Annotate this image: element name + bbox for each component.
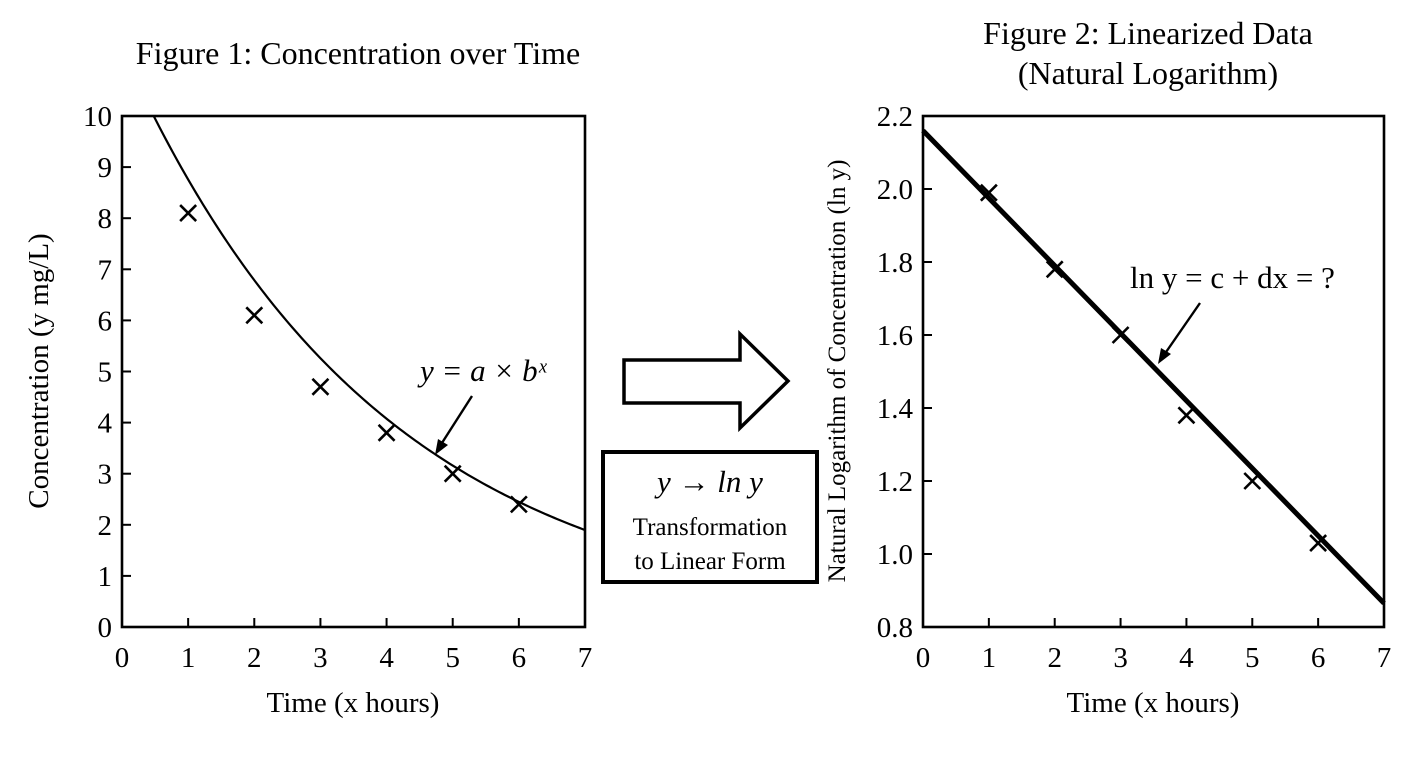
transformation-arrow-icon <box>622 329 791 433</box>
fig1-x-tick-label: 3 <box>313 642 328 674</box>
fig1-data-point-x-marker <box>245 306 264 325</box>
fig2-x-tick-label: 5 <box>1245 642 1260 674</box>
fig1-y-tick-label: 1 <box>98 561 113 593</box>
fig2-x-tick-label: 6 <box>1311 642 1326 674</box>
fig2-y-tick-label: 1.2 <box>877 466 913 498</box>
fig1-y-tick-label: 3 <box>98 459 113 491</box>
fig2-x-tick-label: 1 <box>982 642 997 674</box>
figure2-data-points <box>979 183 1328 552</box>
figure1-x-ticks: 0 1 2 3 4 5 6 7 <box>115 618 593 674</box>
fig2-x-tick-label: 2 <box>1047 642 1062 674</box>
figure2-title-line2: (Natural Logarithm) <box>1018 55 1278 91</box>
fig1-y-tick-label: 5 <box>98 357 113 389</box>
figure2-plot-frame <box>921 114 1386 629</box>
fig2-data-point-x-marker <box>1045 260 1064 279</box>
figure1-fit-curve <box>152 115 586 532</box>
figure1-equation: y = a × bˣ <box>417 353 548 388</box>
figure2-title-line1: Figure 2: Linearized Data <box>983 15 1313 51</box>
fig2-y-tick-label: 2.2 <box>877 101 913 133</box>
fig1-data-point-x-marker <box>377 423 396 442</box>
fig2-y-tick-label: 1.4 <box>877 393 914 425</box>
fig2-y-tick-label: 0.8 <box>877 612 913 644</box>
transformation-equation: y → ln y <box>654 464 763 499</box>
fig1-data-point-x-marker <box>509 495 528 514</box>
transformation-caption-line1: Transformation <box>633 514 788 541</box>
fig2-data-point-x-marker <box>1177 406 1196 425</box>
transformation-box: y → ln y Transformation to Linear Form <box>601 450 819 584</box>
fig1-data-point-x-marker <box>443 464 462 483</box>
figure1-plot-frame <box>120 114 587 629</box>
fig1-x-tick-label: 6 <box>512 642 527 674</box>
fig2-y-tick-label: 2.0 <box>877 174 913 206</box>
figure2-y-ticks: 0.8 1.0 1.2 1.4 1.6 1.8 2.0 2.2 <box>877 101 932 644</box>
fig1-x-tick-label: 7 <box>578 642 593 674</box>
figure2-equation: ln y = c + dx = ? <box>1130 260 1335 295</box>
figure1-title: Figure 1: Concentration over Time <box>136 35 580 71</box>
fig2-data-point-x-marker <box>1111 326 1130 344</box>
fig2-data-point-x-marker <box>979 183 998 202</box>
fig2-data-point-x-marker <box>1243 472 1262 490</box>
figure2-x-axis-label: Time (x hours) <box>1067 687 1240 719</box>
fig1-y-tick-label: 2 <box>98 510 113 542</box>
figure2-y-axis-label: Natural Logarithm of Concentration (ln y… <box>824 160 851 583</box>
fig1-y-tick-label: 10 <box>83 101 112 133</box>
figure2-equation-pointer-arrow <box>1158 302 1201 364</box>
fig1-y-tick-label: 0 <box>98 612 113 644</box>
fig1-data-point-x-marker <box>179 204 198 223</box>
fig1-x-tick-label: 0 <box>115 642 130 674</box>
fig1-x-tick-label: 5 <box>445 642 460 674</box>
fig1-x-tick-label: 1 <box>181 642 196 674</box>
figure2-fit-line <box>921 128 1386 606</box>
fig2-y-tick-label: 1.0 <box>877 539 913 571</box>
fig2-data-point-x-marker <box>1309 534 1328 552</box>
fig1-y-tick-label: 4 <box>98 408 113 440</box>
fig2-y-tick-label: 1.8 <box>877 247 913 279</box>
fig2-x-tick-label: 3 <box>1113 642 1128 674</box>
fig1-data-point-x-marker <box>311 377 330 396</box>
fig1-x-tick-label: 2 <box>247 642 262 674</box>
figure1-y-axis-label: Concentration (y mg/L) <box>23 233 55 508</box>
figure1-equation-pointer-arrow <box>435 395 474 455</box>
fig2-x-tick-label: 0 <box>916 642 931 674</box>
figure1-data-points <box>179 204 528 514</box>
fig2-y-tick-label: 1.6 <box>877 320 913 352</box>
fig1-y-tick-label: 9 <box>98 152 113 184</box>
fig1-y-tick-label: 6 <box>98 305 113 337</box>
transformation-caption-line2: to Linear Form <box>634 548 786 575</box>
fig1-y-tick-label: 7 <box>98 254 113 286</box>
figure1-x-axis-label: Time (x hours) <box>267 687 440 719</box>
fig1-y-tick-label: 8 <box>98 203 113 235</box>
figure1-y-ticks: 0 1 2 3 4 5 6 7 8 9 10 <box>83 101 131 644</box>
fig1-x-tick-label: 4 <box>379 642 394 674</box>
fig2-x-tick-label: 4 <box>1179 642 1194 674</box>
fig2-x-tick-label: 7 <box>1377 642 1392 674</box>
figure2-chart: 0.8 1.0 1.2 1.4 1.6 1.8 2.0 2.2 0 1 2 3 4 5 6 7 <box>877 101 1392 674</box>
figure1-chart: 0 1 2 3 4 5 6 7 8 9 10 0 1 2 3 4 5 6 7 <box>83 101 592 674</box>
